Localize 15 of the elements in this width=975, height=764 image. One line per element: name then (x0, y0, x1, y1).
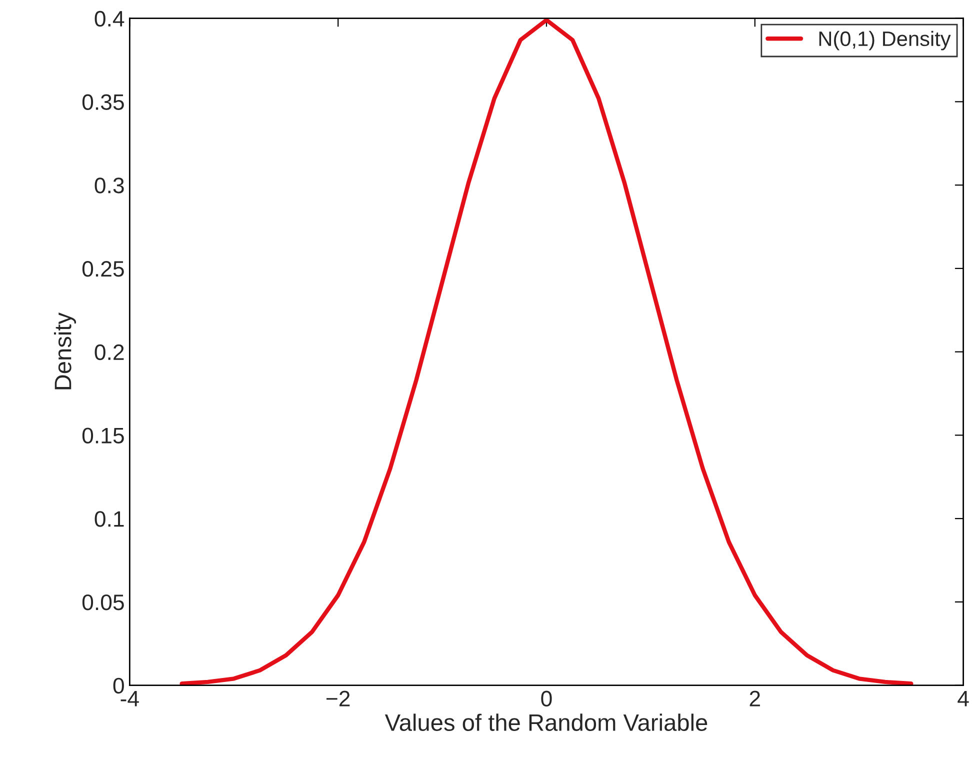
y-tick-label: 0.2 (94, 344, 124, 360)
y-tick-label: 0.15 (82, 428, 124, 444)
x-axis-title: Values of the Random Variable (384, 714, 708, 732)
x-tick-label: 2 (750, 690, 760, 706)
legend-label: N(0,1) Density (819, 30, 951, 50)
y-axis-title: Density (54, 312, 76, 390)
y-tick-label: 0.25 (82, 260, 124, 277)
x-tick-label: 0 (541, 690, 552, 706)
x-tick-label: 4 (958, 690, 969, 706)
y-tick-label: 0.1 (94, 511, 124, 527)
x-tick-label: −2 (326, 690, 350, 706)
y-tick-label: 0.05 (82, 594, 124, 610)
y-tick-label: 0.35 (82, 94, 124, 110)
y-tick-label: 0.4 (94, 10, 124, 27)
y-tick-label: 0.3 (94, 178, 124, 194)
